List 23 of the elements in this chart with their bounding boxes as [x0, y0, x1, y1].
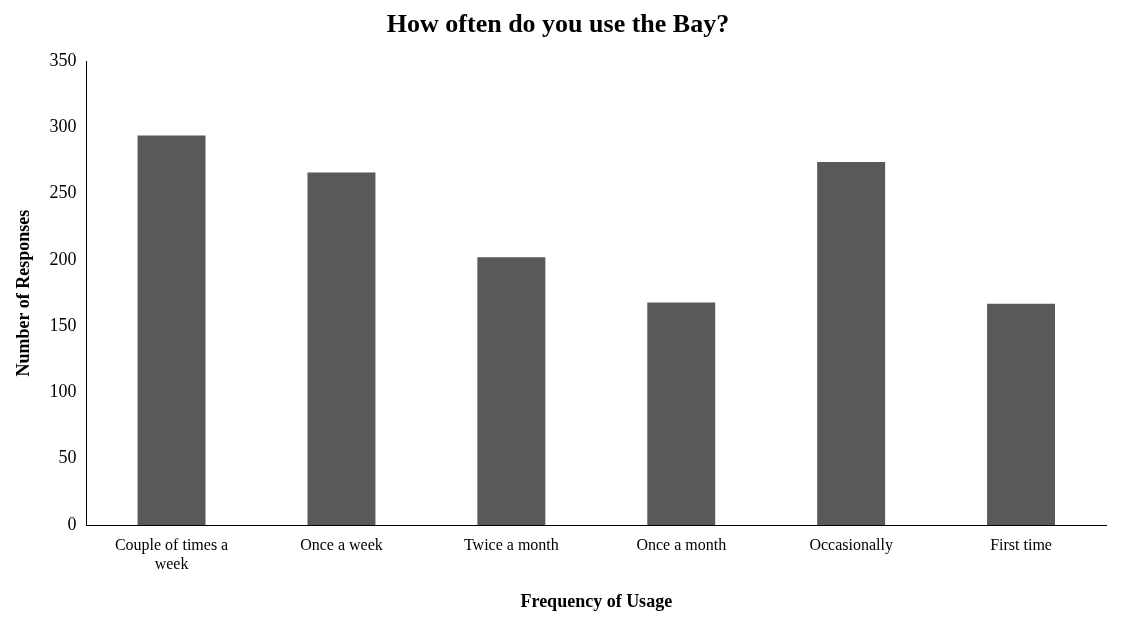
chart-title: How often do you use the Bay?: [386, 9, 730, 39]
y-tick-label: 200: [49, 248, 77, 269]
x-tick-label: Twice a month: [463, 535, 559, 553]
x-tick-label: Once a week: [300, 535, 383, 553]
y-tick-label: 150: [49, 314, 77, 335]
y-tick-label: 300: [49, 116, 77, 137]
x-tick-label: Occasionally: [809, 535, 893, 554]
y-tick-label: 0: [67, 513, 77, 534]
x-tick-label: Once a month: [636, 535, 727, 553]
y-tick-label: 100: [49, 381, 77, 402]
y-axis-title: Number of Responses: [13, 209, 34, 377]
y-tick-label: 50: [58, 447, 77, 468]
x-tick-label: First time: [990, 535, 1052, 553]
y-tick-label: 250: [49, 182, 77, 203]
bar: [817, 161, 886, 525]
x-axis-title: Frequency of Usage: [520, 590, 673, 611]
x-tick-label: Couple of times a week: [114, 535, 229, 572]
bar: [137, 135, 206, 525]
bar: [307, 172, 376, 525]
bar: [647, 302, 716, 525]
bar: [477, 257, 546, 525]
bar: [987, 303, 1056, 525]
y-tick-label: 350: [49, 49, 77, 70]
